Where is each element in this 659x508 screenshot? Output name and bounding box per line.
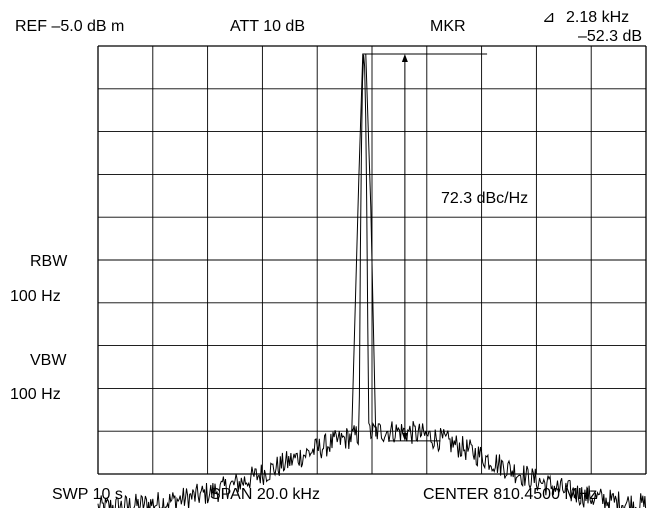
delta-marker [363, 53, 488, 442]
rbw-label: RBW [30, 253, 68, 270]
marker-label: MKR [430, 18, 466, 35]
attenuation: ATT 10 dB [230, 18, 305, 35]
carrier-peak [351, 53, 377, 437]
spectrum-trace [97, 54, 647, 508]
rbw-value: 100 Hz [10, 288, 61, 305]
graticule [97, 45, 647, 475]
reference-level: REF –5.0 dB m [15, 18, 125, 35]
frequency-span: SPAN 20.0 kHz [210, 486, 320, 503]
vbw-label: VBW [30, 352, 67, 369]
vbw-value: 100 Hz [10, 386, 61, 403]
marker-delta-frequency: 2.18 kHz [566, 9, 630, 26]
delta-marker-icon: ⊿ [542, 9, 556, 26]
marker-measurement-annotation: 72.3 dBc/Hz [441, 190, 529, 207]
marker-arrow-head-up [401, 54, 408, 63]
marker-arrow-head-down [401, 432, 408, 441]
center-frequency: CENTER 810.4500 MHz [423, 486, 598, 503]
sweep-time: SWP 10 s [52, 486, 123, 503]
marker-delta-level: –52.3 dB [578, 28, 643, 45]
